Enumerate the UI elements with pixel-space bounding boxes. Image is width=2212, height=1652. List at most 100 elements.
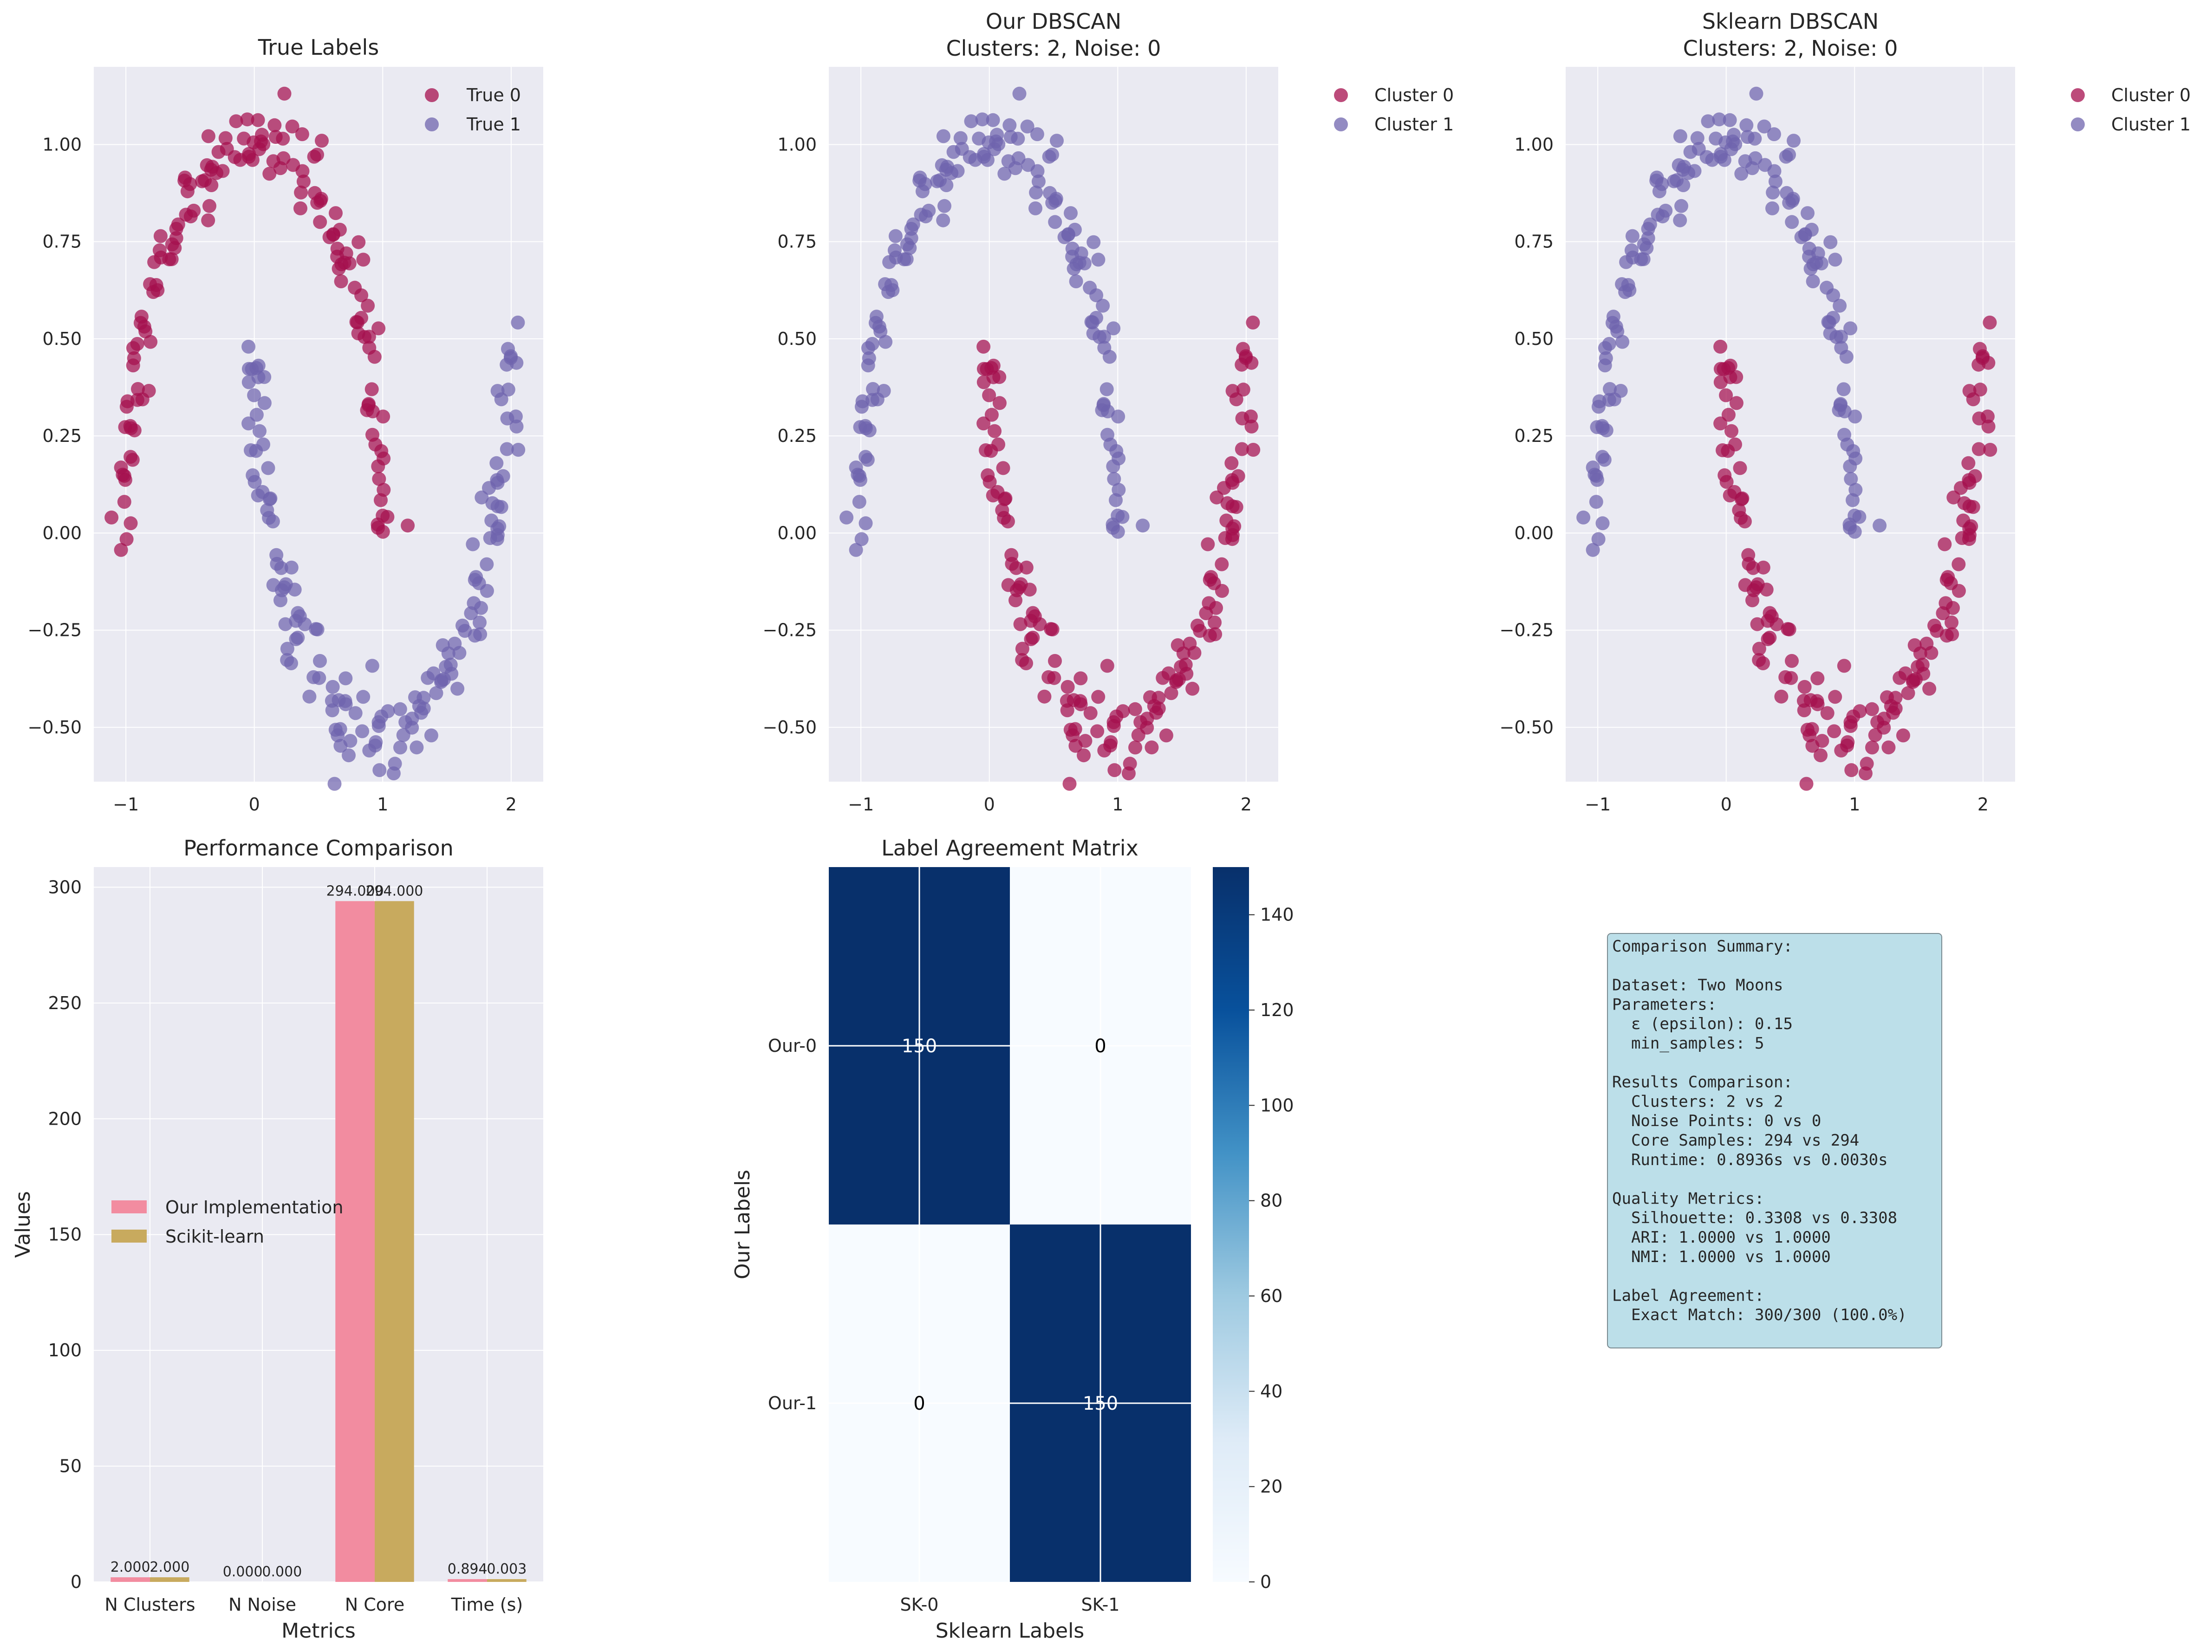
- scatter-point: [1749, 86, 1763, 101]
- scatter-point: [1962, 384, 1977, 398]
- scatter-point: [266, 154, 280, 168]
- scatter-point: [118, 473, 132, 487]
- scatter-point: [1209, 601, 1223, 615]
- scatter-point: [313, 654, 327, 668]
- scatter-point: [1651, 207, 1665, 222]
- scatter-point: [1618, 285, 1633, 299]
- bar: [150, 1577, 189, 1582]
- legend-marker-1: [2071, 117, 2085, 131]
- scatter-point: [249, 408, 264, 422]
- scatter-point: [1057, 230, 1072, 244]
- scatter-point: [1823, 235, 1838, 249]
- scatter-point: [1031, 175, 1046, 188]
- colorbar-tick-label: 20: [1260, 1477, 1282, 1497]
- scatter-point: [1140, 712, 1154, 726]
- scatter-point: [168, 241, 182, 255]
- scatter-point: [195, 174, 209, 188]
- x-tick-label: 0: [249, 794, 260, 815]
- scatter-point: [1097, 341, 1112, 355]
- summary-line: Runtime: 0.8936s vs 0.0030s: [1612, 1151, 1888, 1169]
- scatter-point: [257, 396, 272, 410]
- scatter-point: [1781, 622, 1795, 636]
- scatter-point: [1968, 469, 1982, 483]
- scatter-point: [278, 617, 293, 631]
- scatter-point: [511, 315, 525, 330]
- scatter-point: [130, 393, 144, 407]
- scatter-point: [508, 409, 523, 424]
- scatter-point: [1723, 370, 1737, 384]
- y-tick-label: 0.50: [777, 329, 817, 349]
- scatter-point: [117, 495, 131, 509]
- scatter-point: [489, 456, 504, 470]
- scatter-point: [1020, 119, 1034, 134]
- y-tick-label: 0: [71, 1572, 82, 1592]
- scatter-point: [1802, 728, 1817, 743]
- x-tick-label: −1: [1585, 794, 1611, 815]
- y-tick-label: 300: [48, 877, 82, 897]
- scatter-point: [1729, 396, 1744, 410]
- scatter-point: [287, 583, 302, 597]
- scatter-point: [1215, 584, 1229, 598]
- scatter-point: [296, 175, 311, 188]
- scatter-point: [260, 503, 274, 518]
- bar: [111, 1577, 150, 1582]
- scatter-point: [325, 680, 340, 694]
- scatter-point: [201, 129, 215, 143]
- legend-marker-0: [2071, 88, 2085, 102]
- scatter-point: [434, 675, 448, 689]
- scatter-point: [1946, 490, 1961, 505]
- scatter-point: [1983, 315, 1997, 330]
- colorbar-tick-label: 40: [1260, 1381, 1282, 1401]
- scatter-point: [1806, 274, 1820, 289]
- scatter-point: [1860, 757, 1874, 771]
- scatter-point: [1716, 443, 1730, 457]
- y-tick-label: Our-0: [768, 1036, 817, 1056]
- scatter-point: [1602, 393, 1616, 407]
- summary-line: Comparison Summary:: [1612, 937, 1793, 956]
- scatter-point: [1096, 298, 1110, 313]
- scatter-point: [342, 748, 356, 763]
- scatter-point: [1136, 518, 1150, 533]
- summary-line: ε (epsilon): 0.15: [1612, 1015, 1793, 1033]
- scatter-point: [348, 706, 363, 720]
- scatter-point: [979, 443, 993, 457]
- x-tick-label: N Core: [345, 1594, 404, 1615]
- scatter-point: [982, 388, 996, 402]
- scatter-point: [251, 488, 265, 503]
- scatter-point: [1980, 409, 1995, 424]
- scatter-point: [393, 702, 407, 716]
- scatter-point: [1042, 149, 1056, 164]
- panel-subtitle: Clusters: 2, Noise: 0: [946, 36, 1161, 61]
- legend: Cluster 0 Cluster 1: [1334, 85, 1454, 135]
- scatter-point: [1888, 701, 1903, 716]
- scatter-point: [349, 315, 364, 329]
- scatter-point: [284, 560, 299, 575]
- scatter-point: [953, 131, 968, 145]
- scatter-point: [1848, 525, 1862, 539]
- scatter-point: [277, 86, 292, 101]
- scatter-point: [393, 740, 407, 755]
- scatter-point: [1820, 706, 1835, 720]
- scatter-point: [1820, 280, 1834, 295]
- scatter-point: [334, 274, 348, 289]
- scatter-point: [1024, 632, 1038, 646]
- scatter-point: [124, 516, 138, 531]
- scatter-point: [293, 201, 307, 215]
- scatter-point: [1083, 706, 1098, 720]
- x-tick-label: 1: [1112, 794, 1123, 815]
- scatter-point: [1865, 740, 1879, 755]
- scatter-point: [202, 199, 216, 213]
- scatter-point: [1966, 500, 1980, 514]
- scatter-point: [137, 319, 151, 334]
- scatter-point: [1159, 728, 1173, 743]
- scatter-point: [1911, 660, 1925, 674]
- scatter-point: [1210, 490, 1224, 505]
- scatter-point: [1091, 253, 1106, 267]
- scatter-point: [865, 393, 879, 407]
- scatter-point: [1215, 557, 1229, 571]
- scatter-point: [1865, 702, 1879, 716]
- scatter-point: [1922, 681, 1937, 696]
- y-tick-label: 0.00: [777, 523, 817, 543]
- scatter-point: [1615, 335, 1630, 349]
- scatter-point: [1821, 315, 1835, 329]
